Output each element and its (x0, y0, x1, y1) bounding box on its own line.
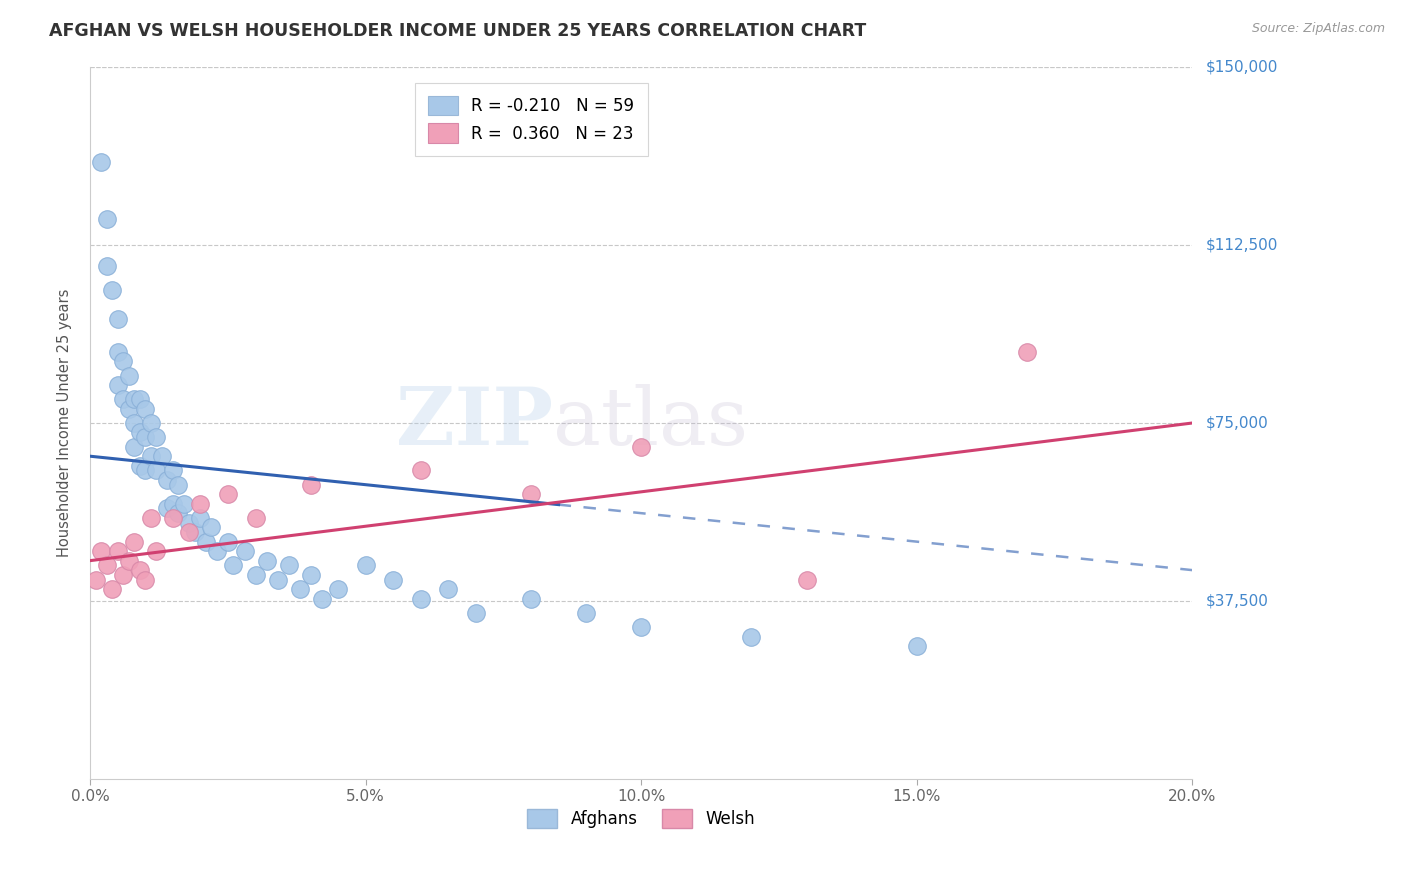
Point (128, 392, 150, 407)
Point (124, 534, 146, 549)
Text: $37,500: $37,500 (1206, 593, 1270, 608)
Point (200, 520, 222, 534)
Point (630, 440, 652, 454)
Point (1015, 344, 1038, 359)
Point (124, 440, 146, 454)
Point (96, 260, 118, 274)
Point (96, 211, 118, 226)
Point (124, 392, 146, 407)
Point (134, 463, 156, 477)
Point (128, 563, 150, 577)
Text: ZIP: ZIP (396, 384, 553, 462)
Point (101, 582, 124, 596)
Point (150, 449, 173, 463)
Point (118, 401, 141, 416)
Point (233, 544, 256, 558)
Point (145, 544, 167, 558)
Point (90, 155, 112, 169)
Point (134, 430, 156, 444)
Point (134, 573, 156, 587)
Point (217, 487, 239, 501)
Text: atlas: atlas (553, 384, 748, 462)
Point (162, 463, 184, 477)
Point (145, 463, 167, 477)
Point (107, 544, 129, 558)
Point (190, 497, 212, 511)
Point (162, 511, 184, 525)
Point (139, 416, 162, 430)
Point (299, 567, 322, 582)
Point (90, 544, 112, 558)
Point (740, 630, 762, 644)
Point (162, 497, 184, 511)
Point (256, 554, 278, 568)
Point (124, 416, 146, 430)
Point (84, 573, 107, 587)
Y-axis label: Householder Income Under 25 years: Householder Income Under 25 years (58, 289, 72, 558)
Text: $75,000: $75,000 (1206, 416, 1268, 431)
Point (107, 344, 129, 359)
Point (217, 534, 239, 549)
Point (245, 567, 267, 582)
Text: Source: ZipAtlas.com: Source: ZipAtlas.com (1251, 22, 1385, 36)
Legend: Afghans, Welsh: Afghans, Welsh (520, 802, 762, 835)
Point (311, 591, 333, 606)
Point (167, 506, 190, 520)
Point (465, 606, 488, 620)
Point (520, 591, 543, 606)
Point (520, 487, 543, 501)
Point (409, 591, 432, 606)
Point (409, 463, 432, 477)
Point (139, 449, 162, 463)
Point (179, 525, 201, 540)
Point (905, 639, 928, 653)
Point (630, 620, 652, 634)
Point (299, 477, 322, 491)
Point (96, 558, 118, 573)
Point (112, 567, 135, 582)
Point (128, 425, 150, 440)
Point (194, 534, 217, 549)
Point (107, 378, 129, 392)
Point (107, 311, 129, 326)
Point (796, 573, 818, 587)
Point (354, 558, 377, 573)
Point (328, 582, 350, 596)
Point (101, 283, 124, 297)
Point (266, 573, 288, 587)
Point (112, 354, 135, 368)
Point (222, 558, 245, 573)
Point (382, 573, 405, 587)
Point (134, 401, 156, 416)
Point (245, 511, 267, 525)
Text: AFGHAN VS WELSH HOUSEHOLDER INCOME UNDER 25 YEARS CORRELATION CHART: AFGHAN VS WELSH HOUSEHOLDER INCOME UNDER… (49, 22, 866, 40)
Text: $150,000: $150,000 (1206, 60, 1278, 75)
Point (184, 525, 207, 540)
Point (118, 554, 141, 568)
Point (128, 458, 150, 473)
Point (173, 497, 195, 511)
Point (145, 430, 167, 444)
Point (167, 477, 190, 491)
Point (437, 582, 460, 596)
Point (179, 516, 201, 530)
Point (118, 368, 141, 383)
Text: $112,500: $112,500 (1206, 237, 1278, 252)
Point (139, 511, 162, 525)
Point (156, 473, 179, 487)
Point (205, 544, 228, 558)
Point (190, 511, 212, 525)
Point (156, 501, 179, 516)
Point (288, 582, 311, 596)
Point (575, 606, 598, 620)
Point (277, 558, 299, 573)
Point (112, 392, 135, 407)
